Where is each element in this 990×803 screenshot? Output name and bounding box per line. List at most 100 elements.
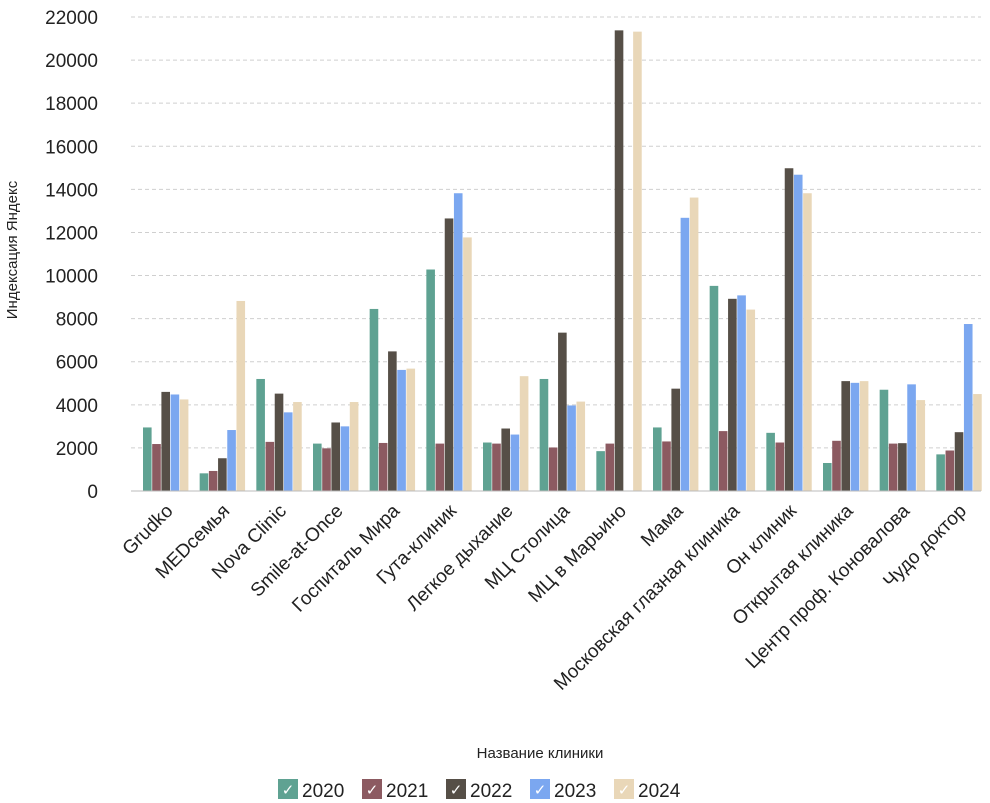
bar-2020 — [313, 443, 322, 491]
bar-2022 — [671, 388, 680, 491]
x-category-label: МЦ в Марьино — [525, 501, 631, 607]
bar-2021 — [832, 440, 841, 491]
bar-2020 — [256, 378, 265, 491]
check-icon: ✓ — [282, 781, 295, 799]
bar-2020 — [596, 451, 605, 491]
legend-item-2022[interactable]: ✓ 2022 — [446, 779, 512, 802]
bar-2020 — [143, 427, 152, 491]
legend-item-2023[interactable]: ✓ 2023 — [530, 779, 596, 802]
bar-2023 — [510, 434, 520, 491]
x-category-label: Мама — [637, 500, 688, 551]
bar-2020 — [936, 454, 945, 491]
bar-2022 — [558, 332, 567, 491]
bar-2024 — [689, 197, 699, 491]
legend-item-2021[interactable]: ✓ 2021 — [362, 779, 428, 802]
legend-swatch[interactable] — [278, 779, 298, 799]
bar-2020 — [483, 442, 492, 491]
bar-2021 — [775, 442, 785, 491]
y-tick-label: 20000 — [45, 51, 98, 72]
bar-2023 — [283, 412, 293, 491]
bar-2021 — [322, 448, 331, 491]
bar-2020 — [709, 285, 719, 491]
bar-2023 — [963, 324, 973, 491]
bar-2021 — [378, 442, 388, 491]
bar-2022 — [444, 218, 454, 491]
check-icon: ✓ — [618, 781, 631, 799]
bar-2020 — [369, 308, 379, 491]
bar-2024 — [406, 368, 416, 491]
bar-2021 — [548, 447, 558, 491]
bar-2020 — [426, 269, 435, 491]
bar-2022 — [274, 393, 284, 491]
bar-2020 — [766, 432, 775, 491]
y-tick-label: 8000 — [56, 310, 98, 331]
bar-2022 — [614, 30, 624, 491]
bar-2023 — [340, 426, 350, 491]
bar-2024 — [633, 31, 642, 491]
legend-item-2020[interactable]: ✓ 2020 — [278, 779, 344, 802]
legend-label: 2020 — [302, 781, 344, 802]
bar-2024 — [746, 309, 756, 491]
bar-2022 — [841, 381, 850, 491]
legend[interactable]: ✓ 2020 ✓ 2021 ✓ 2022 ✓ 2023 ✓ 2024 — [278, 779, 681, 802]
bar-2020 — [823, 462, 832, 491]
y-tick-label: 12000 — [45, 223, 98, 244]
bar-2021 — [662, 441, 671, 491]
legend-swatch[interactable] — [446, 779, 466, 799]
bars — [143, 30, 982, 492]
bar-2023 — [227, 430, 236, 491]
bar-2021 — [208, 470, 218, 491]
y-tick-label: 14000 — [45, 180, 98, 201]
bar-2020 — [653, 427, 662, 491]
bar-2024 — [803, 193, 812, 491]
y-tick-label: 6000 — [56, 353, 98, 374]
bar-2021 — [435, 443, 445, 491]
check-icon: ✓ — [450, 781, 463, 799]
x-axis-title: Название клиники — [477, 745, 604, 762]
bar-2020 — [199, 473, 209, 491]
y-tick-label: 22000 — [45, 8, 98, 29]
check-icon: ✓ — [534, 781, 547, 799]
grid — [131, 16, 981, 449]
y-tick-label: 2000 — [56, 439, 98, 460]
bar-2023 — [397, 369, 406, 491]
bar-2021 — [888, 443, 898, 491]
bar-2022 — [501, 428, 510, 491]
bar-2020 — [539, 378, 549, 491]
bar-2022 — [388, 351, 397, 491]
bar-2023 — [907, 384, 916, 491]
legend-label: 2023 — [554, 781, 596, 802]
bar-2024 — [859, 381, 869, 491]
bar-2023 — [170, 394, 180, 491]
bar-2021 — [605, 443, 615, 491]
bar-2022 — [898, 443, 907, 491]
bar-2021 — [945, 450, 955, 491]
y-tick-label: 16000 — [45, 137, 98, 158]
legend-label: 2024 — [638, 781, 681, 802]
bar-2022 — [218, 458, 227, 491]
bar-2023 — [680, 217, 690, 491]
bar-2024 — [973, 394, 982, 491]
bar-2024 — [236, 300, 246, 491]
bar-2024 — [576, 401, 586, 491]
x-category-label: Легкое дыхание — [403, 501, 518, 616]
y-tick-label: 10000 — [45, 267, 98, 288]
bar-2022 — [331, 422, 340, 491]
y-axis-title: Индексация Яндекс — [4, 180, 21, 319]
bar-2024 — [519, 376, 529, 491]
legend-swatch[interactable] — [362, 779, 382, 799]
y-tick-label: 18000 — [45, 94, 98, 115]
bar-2024 — [916, 400, 926, 491]
legend-label: 2022 — [470, 781, 512, 802]
bar-2022 — [161, 391, 170, 491]
legend-swatch[interactable] — [614, 779, 634, 799]
bar-2024 — [179, 399, 189, 491]
y-tick-label: 4000 — [56, 396, 98, 417]
bar-2022 — [728, 298, 737, 491]
bar-2023 — [793, 174, 803, 492]
legend-swatch[interactable] — [530, 779, 550, 799]
legend-item-2024[interactable]: ✓ 2024 — [614, 779, 681, 802]
y-tick-label: 0 — [87, 482, 98, 503]
